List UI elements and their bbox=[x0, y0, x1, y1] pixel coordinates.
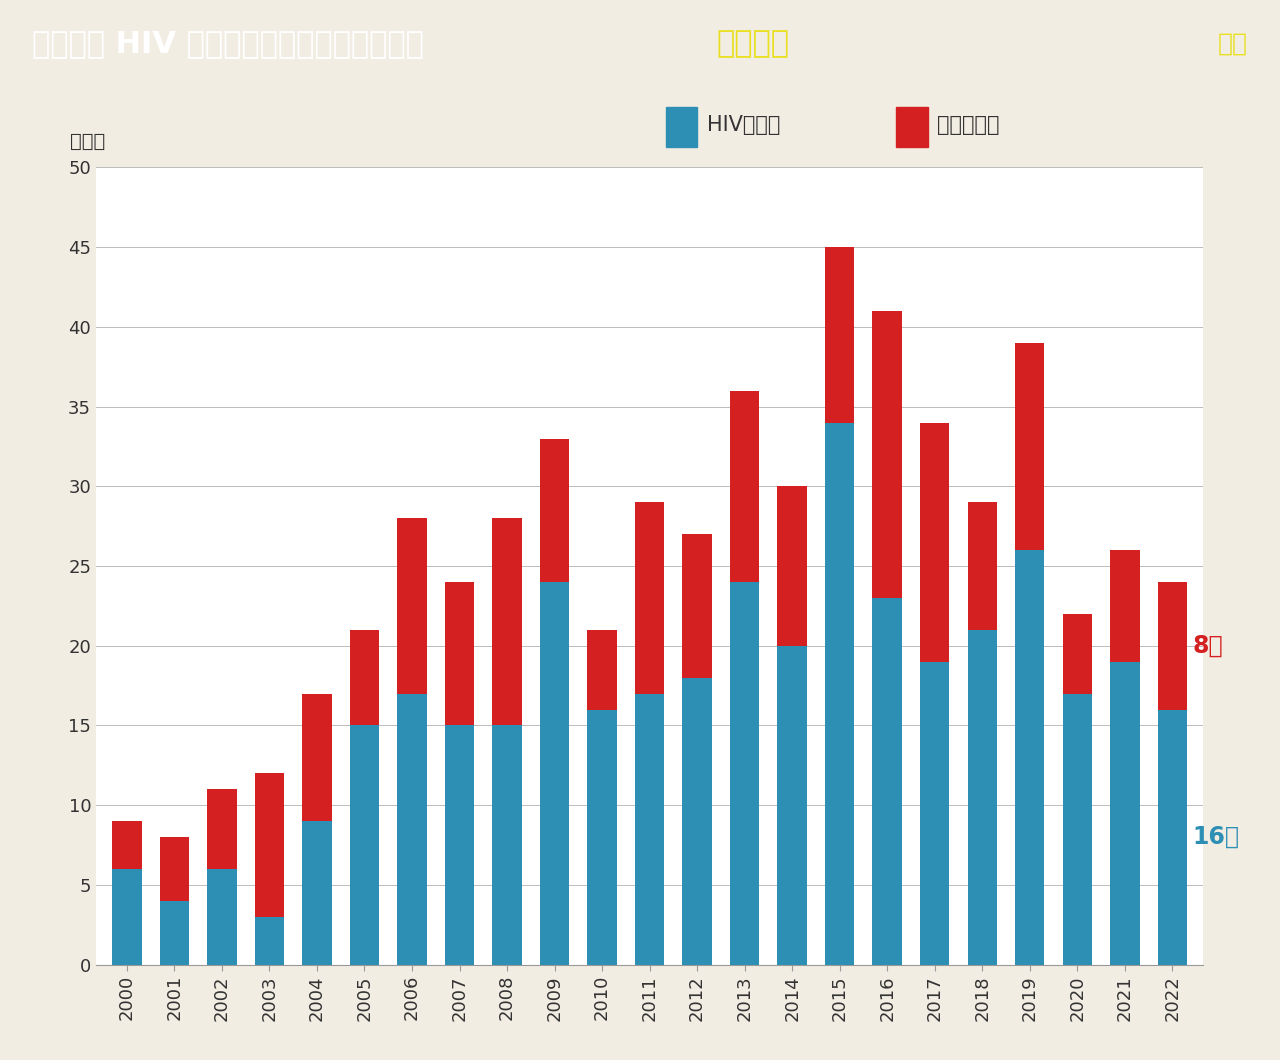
Bar bbox=[160, 901, 189, 965]
Bar bbox=[540, 582, 570, 965]
Bar bbox=[666, 106, 698, 147]
Bar bbox=[968, 630, 997, 965]
Bar bbox=[635, 693, 664, 965]
Bar bbox=[1062, 693, 1092, 965]
Bar bbox=[682, 534, 712, 677]
Bar bbox=[730, 391, 759, 582]
Bar bbox=[873, 311, 902, 598]
Bar bbox=[540, 439, 570, 582]
Bar bbox=[113, 869, 142, 965]
Bar bbox=[444, 582, 475, 725]
Bar bbox=[896, 106, 928, 147]
Text: （新規）: （新規） bbox=[717, 30, 790, 58]
Bar bbox=[777, 487, 806, 646]
Bar bbox=[1157, 582, 1187, 709]
Bar bbox=[493, 518, 522, 725]
Bar bbox=[349, 725, 379, 965]
Bar bbox=[777, 646, 806, 965]
Bar bbox=[588, 630, 617, 709]
Bar bbox=[968, 502, 997, 630]
Bar bbox=[682, 677, 712, 965]
Bar bbox=[824, 423, 855, 965]
Bar bbox=[113, 822, 142, 869]
Bar bbox=[1157, 709, 1187, 965]
Bar bbox=[302, 822, 332, 965]
Bar bbox=[635, 502, 664, 693]
Bar bbox=[207, 790, 237, 869]
Bar bbox=[730, 582, 759, 965]
Text: HIV感染者: HIV感染者 bbox=[707, 116, 780, 135]
Bar bbox=[207, 869, 237, 965]
Bar bbox=[824, 247, 855, 423]
Text: （人）: （人） bbox=[70, 132, 106, 152]
Text: 図１: 図１ bbox=[1219, 32, 1248, 56]
Text: 北海道の HIV 感染者およびエイズ患者数: 北海道の HIV 感染者およびエイズ患者数 bbox=[32, 30, 424, 58]
Bar bbox=[444, 725, 475, 965]
Bar bbox=[397, 518, 426, 693]
Bar bbox=[255, 774, 284, 917]
Bar bbox=[1110, 550, 1139, 661]
Bar bbox=[302, 693, 332, 822]
Bar bbox=[873, 598, 902, 965]
Bar bbox=[1015, 342, 1044, 550]
Text: エイズ患者: エイズ患者 bbox=[937, 116, 1000, 135]
Bar bbox=[920, 423, 950, 661]
Text: 16人: 16人 bbox=[1192, 825, 1239, 849]
Bar bbox=[493, 725, 522, 965]
Bar bbox=[160, 837, 189, 901]
Text: 8人: 8人 bbox=[1192, 634, 1222, 658]
Bar bbox=[920, 661, 950, 965]
Bar bbox=[1062, 614, 1092, 693]
Bar bbox=[588, 709, 617, 965]
Bar bbox=[397, 693, 426, 965]
Bar bbox=[349, 630, 379, 725]
Bar bbox=[1110, 661, 1139, 965]
Bar bbox=[1015, 550, 1044, 965]
Bar bbox=[255, 917, 284, 965]
